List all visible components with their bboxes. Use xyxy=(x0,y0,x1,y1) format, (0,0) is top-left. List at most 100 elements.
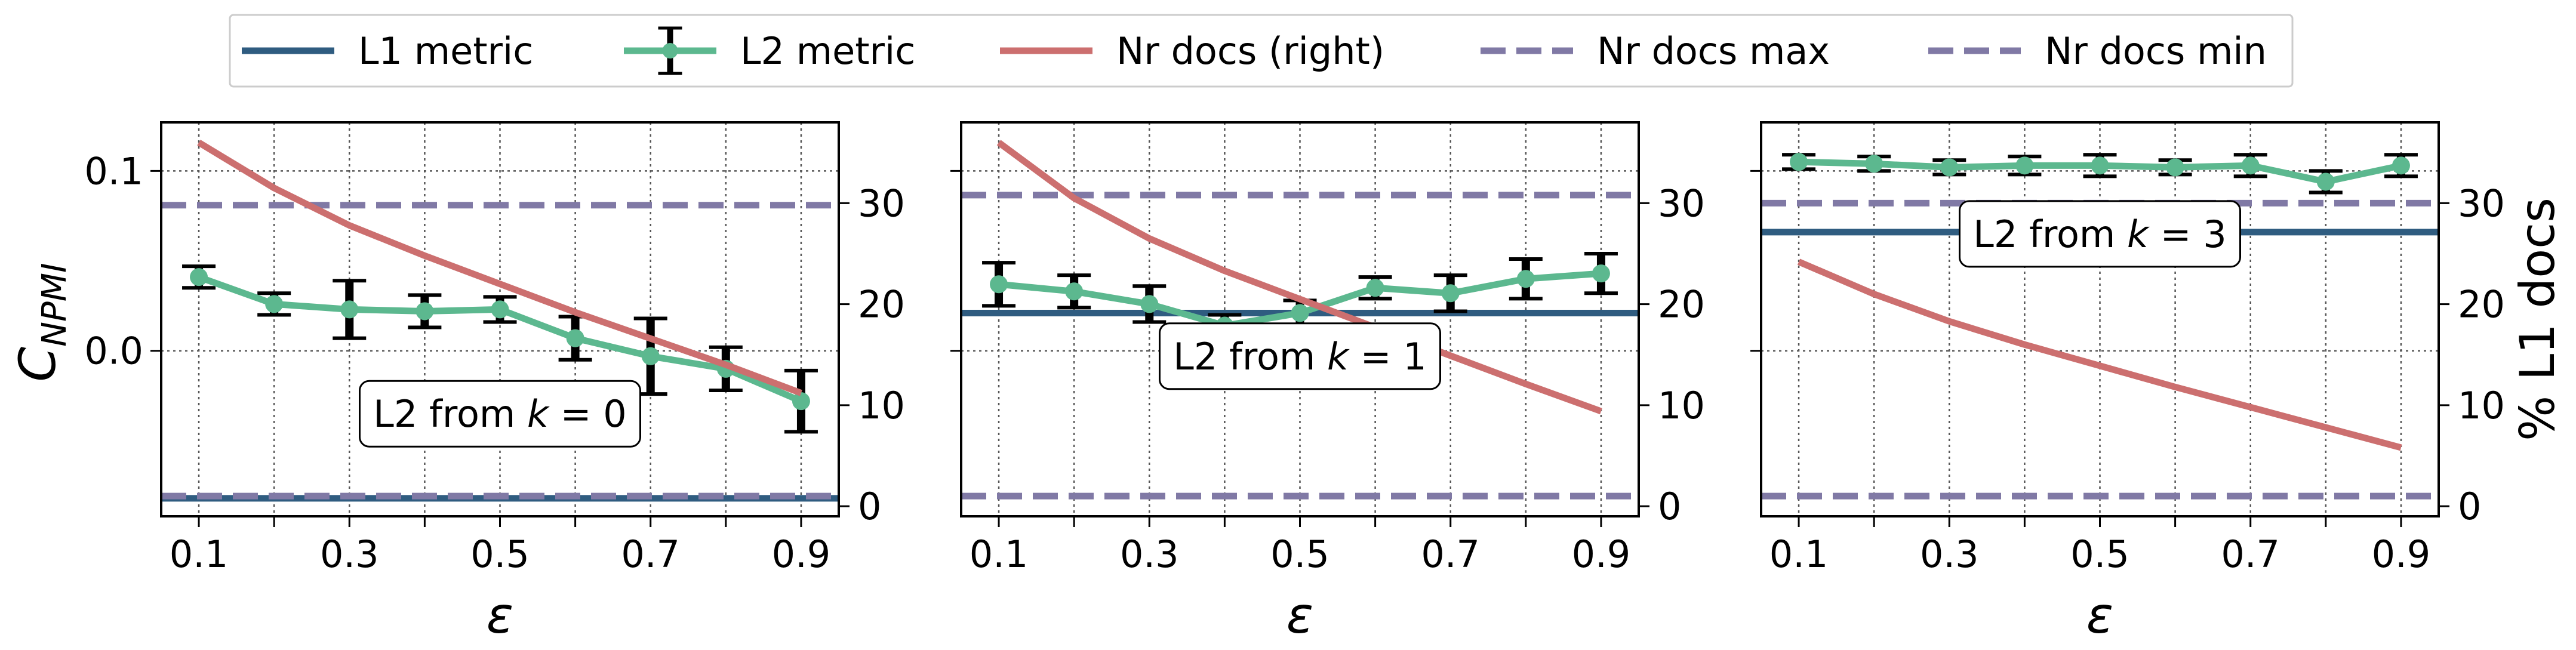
l2-point xyxy=(792,392,810,411)
legend-marker xyxy=(662,43,678,58)
y-tick-label-right: 10 xyxy=(858,384,905,427)
x-tick-label: 0.9 xyxy=(772,532,831,576)
annotation-label: L2 from k = 1 xyxy=(1173,335,1426,378)
annotation-label: L2 from k = 3 xyxy=(1973,212,2226,256)
l2-point xyxy=(990,275,1008,294)
y-tick-label-right: 0 xyxy=(2458,485,2481,528)
x-axis: 0.1 0.3 0.5 0.7 0.9 ε xyxy=(1769,516,2430,645)
l2-point xyxy=(2015,156,2034,175)
legend-frame xyxy=(229,14,2294,88)
l2-point xyxy=(566,329,584,347)
annotation: L2 from k = 1 xyxy=(1159,322,1441,390)
x-tick-label: 0.7 xyxy=(1421,532,1480,576)
x-axis: 0.1 0.3 0.5 0.7 0.9 ε xyxy=(970,516,1630,645)
legend-entry: Nr docs max xyxy=(1481,29,1830,73)
l2-point xyxy=(1366,279,1384,297)
legend-label: Nr docs (right) xyxy=(1116,29,1384,73)
nr-docs-line xyxy=(996,140,1602,415)
x-tick-label: 0.3 xyxy=(1120,532,1179,576)
annotation-label: L2 from k = 0 xyxy=(373,392,626,436)
y-tick-label-right: 20 xyxy=(858,283,905,326)
legend-entry: Nr docs min xyxy=(1928,29,2267,73)
y-tick-label-left: 0.0 xyxy=(84,329,143,373)
l2-point xyxy=(491,300,509,319)
l2-point xyxy=(416,302,434,321)
x-tick-label: 0.9 xyxy=(1572,532,1631,576)
x-tick-label: 0.3 xyxy=(1920,532,1979,576)
l2-point xyxy=(1592,264,1610,283)
y-tick-label-right: 10 xyxy=(2458,384,2505,427)
legend-entry: L2 metric xyxy=(624,26,915,75)
legend-entry: Nr docs (right) xyxy=(1000,29,1384,73)
nr-docs-line xyxy=(197,140,802,396)
y-axis-title-right: % L1 docs xyxy=(2510,198,2565,441)
x-tick-label: 0.5 xyxy=(470,532,530,576)
x-tick-label: 0.1 xyxy=(170,532,229,576)
annotation-box xyxy=(359,380,641,448)
y-tick-label-right: 30 xyxy=(2458,181,2505,225)
x-tick-label: 0.1 xyxy=(970,532,1029,576)
x-tick-label: 0.5 xyxy=(2070,532,2129,576)
l2-point xyxy=(1140,295,1159,313)
panel-2: L2 from k = 1 0.1 0.3 0.5 0.7 0.9 ε 0 10 20 30 xyxy=(950,121,1705,645)
legend: L1 metric L2 metric Nr docs (right) Nr docs… xyxy=(229,14,2294,88)
y-tick-label-right: 20 xyxy=(1658,283,1705,326)
annotation: L2 from k = 3 xyxy=(1959,200,2241,268)
l2-point xyxy=(2392,156,2410,175)
l2-point xyxy=(340,300,359,319)
l2-point xyxy=(1065,282,1084,301)
nr-docs-line xyxy=(1797,258,2402,451)
annotation-box xyxy=(1159,322,1441,390)
y-axis-left: 0.0 0.1 xyxy=(84,149,161,373)
annotation-box xyxy=(1959,200,2241,268)
annotation: L2 from k = 0 xyxy=(359,380,641,448)
l2-point xyxy=(190,268,208,287)
x-tick-label: 0.9 xyxy=(2372,532,2431,576)
l2-point xyxy=(1516,270,1535,288)
l2-point xyxy=(2091,156,2109,175)
l2-point xyxy=(2316,172,2335,191)
panel-1: L2 from k = 0 0.1 0.3 0.5 0.7 0.9 ε 0.0 0.1 0 10 20… xyxy=(84,121,905,645)
grid xyxy=(961,122,1639,516)
l2-point xyxy=(2241,156,2260,175)
y-tick-label-right: 20 xyxy=(2458,283,2505,326)
y-axis-right: 0 10 20 30 xyxy=(1639,181,1705,528)
x-axis-title: ε xyxy=(1287,586,1313,645)
y-axis-title-left: CNPMI xyxy=(8,263,74,381)
l2-point xyxy=(2166,158,2184,177)
y-tick-label-left: 0.1 xyxy=(84,149,143,193)
x-tick-label: 0.7 xyxy=(621,532,680,576)
panel-3: L2 from k = 3 0.1 0.3 0.5 0.7 0.9 ε 0 10 20 30 xyxy=(1750,121,2505,645)
y-tick-label-right: 0 xyxy=(1658,485,1681,528)
y-tick-label-right: 30 xyxy=(858,181,905,225)
l2-point xyxy=(1940,158,1959,177)
series-group xyxy=(161,140,839,502)
l2-point xyxy=(1790,153,1808,171)
l2-point xyxy=(265,295,284,313)
l2-point xyxy=(1291,304,1309,322)
x-tick-label: 0.1 xyxy=(1769,532,1829,576)
y-axis-right: 0 10 20 30 xyxy=(839,181,905,528)
y-axis-left xyxy=(950,170,961,352)
x-tick-label: 0.3 xyxy=(320,532,379,576)
y-tick-label-right: 0 xyxy=(858,485,881,528)
legend-label: L1 metric xyxy=(358,29,533,73)
x-axis-title: ε xyxy=(2086,586,2113,645)
l2-point xyxy=(1865,155,1883,173)
y-axis-left xyxy=(1750,170,1761,352)
legend-label: Nr docs max xyxy=(1597,29,1830,73)
legend-label: L2 metric xyxy=(740,29,915,73)
x-axis-title: ε xyxy=(487,586,513,645)
legend-entry: L1 metric xyxy=(242,29,533,73)
legend-label: Nr docs min xyxy=(2045,29,2267,73)
x-tick-label: 0.5 xyxy=(1270,532,1329,576)
y-tick-label-right: 30 xyxy=(1658,181,1705,225)
l2-point xyxy=(1441,284,1460,303)
series-group xyxy=(961,140,1639,500)
y-axis-right: 0 10 20 30 xyxy=(2439,181,2505,528)
x-axis: 0.1 0.3 0.5 0.7 0.9 ε xyxy=(170,516,830,645)
x-tick-label: 0.7 xyxy=(2221,532,2280,576)
y-tick-label-right: 10 xyxy=(1658,384,1705,427)
l2-point xyxy=(641,347,660,365)
